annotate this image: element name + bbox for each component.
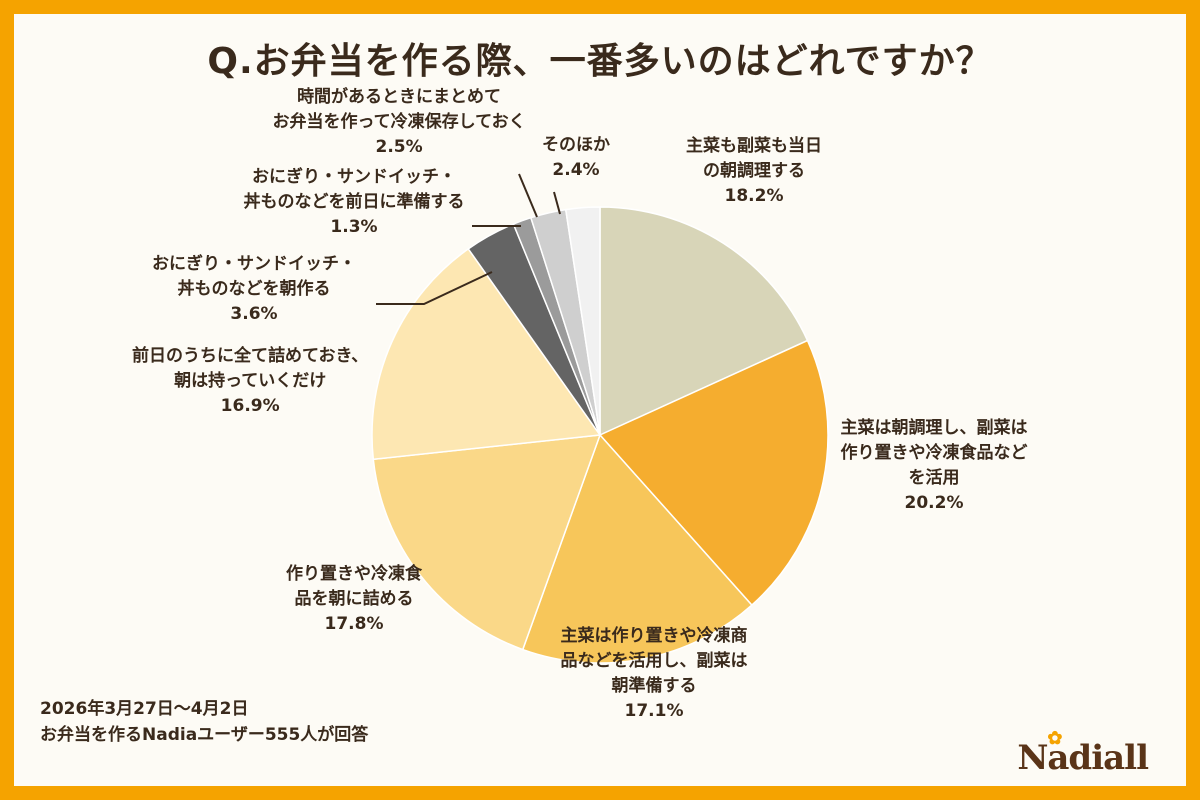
- slice-label: 主菜は作り置きや冷凍商 品などを活用し、副菜は 朝準備する 17.1%: [561, 624, 748, 724]
- slice-label-line: 主菜は作り置きや冷凍商: [560, 626, 748, 646]
- survey-respondents: お弁当を作るNadiaユーザー555人が回答: [40, 725, 369, 745]
- slice-value-label: 17.1%: [624, 701, 684, 721]
- slice-label: 前日のうちに全て詰めておき、 朝は持っていくだけ 16.9%: [132, 344, 368, 419]
- logo-text: Nadiall: [1017, 738, 1149, 778]
- slice-value-label: 18.2%: [724, 185, 784, 206]
- slice-label-line: お弁当を作って冷凍保存しておく: [272, 111, 526, 132]
- slice-label: 時間があるときにまとめてお弁当を作って冷凍保存しておく 2.5%: [273, 85, 526, 160]
- slice-label: おにぎり・サンドイッチ・ 丼ものなどを朝作る 3.6%: [152, 252, 356, 327]
- slice-label: 作り置きや冷凍食 品を朝に詰める 17.8%: [286, 562, 422, 637]
- slice-value-label: 16.9%: [220, 395, 280, 416]
- slice-label-line: 品などを活用し、副菜は: [560, 651, 748, 671]
- slice-label-line: 作り置きや冷凍食品など: [840, 443, 1028, 463]
- slice-label-line: の朝調理する: [703, 160, 805, 181]
- slice-label: 主菜も副菜も当日 の朝調理する 18.2%: [686, 134, 822, 209]
- flower-icon: ✿: [1047, 728, 1062, 749]
- slice-value-label: 3.6%: [230, 303, 278, 324]
- slice-label-line: 時間があるときにまとめて: [297, 86, 502, 107]
- slice-label-line: 主菜も副菜も当日: [686, 135, 822, 156]
- pie-chart: [371, 173, 829, 664]
- nadia-logo: ✿ Nadiall: [1017, 728, 1149, 778]
- slice-label-line: おにぎり・サンドイッチ・: [152, 253, 356, 274]
- slice-label-line: 朝は持っていくだけ: [174, 370, 327, 391]
- slice-label: おにぎり・サンドイッチ・ 丼ものなどを前日に準備する 1.3%: [244, 165, 465, 240]
- slice-label-line: 丼ものなどを前日に準備する: [243, 191, 465, 212]
- pie-slice: [598, 339, 829, 607]
- pie-slice: [372, 434, 602, 651]
- slice-label-line: 作り置きや冷凍食: [286, 563, 422, 584]
- leader-line: [376, 271, 493, 305]
- survey-date-range: 2026年3月27日〜4月2日: [40, 699, 249, 719]
- slice-label-line: 前日のうちに全て詰めておき、: [132, 345, 369, 366]
- slice-label-line: おにぎり・サンドイッチ・: [252, 166, 456, 187]
- chart-panel: Q.お弁当を作る際、一番多いのはどれですか？ 主菜も副菜も当日 の朝調理する 18.…: [14, 14, 1186, 786]
- pie-slice: [599, 206, 809, 437]
- slice-label-line: 丼ものなどを朝作る: [177, 278, 331, 299]
- slice-label-line: そのほか: [542, 135, 610, 155]
- slice-value-label: 17.8%: [324, 613, 384, 634]
- chart-title: Q.お弁当を作る際、一番多いのはどれですか？: [207, 41, 993, 82]
- slice-value-label: 2.5%: [375, 136, 423, 157]
- leader-line: [553, 191, 561, 215]
- slice-label-line: を活用: [908, 468, 960, 488]
- slice-label: 主菜は朝調理し、副菜は 作り置きや冷凍食品など を活用 20.2%: [841, 416, 1028, 516]
- slice-value-label: 20.2%: [904, 493, 964, 513]
- slice-label-line: 品を朝に詰める: [294, 588, 414, 609]
- slice-value-label: 1.3%: [330, 216, 378, 237]
- slice-value-label: 2.4%: [552, 160, 600, 180]
- pie-slice: [564, 206, 601, 436]
- slice-label-line: 朝準備する: [611, 676, 697, 696]
- slice-label: そのほか 2.4%: [542, 133, 610, 183]
- leader-line: [518, 173, 538, 218]
- survey-footer: 2026年3月27日〜4月2日 お弁当を作るNadiaユーザー555人が回答: [40, 696, 368, 748]
- slice-label-line: 主菜は朝調理し、副菜は: [840, 418, 1028, 438]
